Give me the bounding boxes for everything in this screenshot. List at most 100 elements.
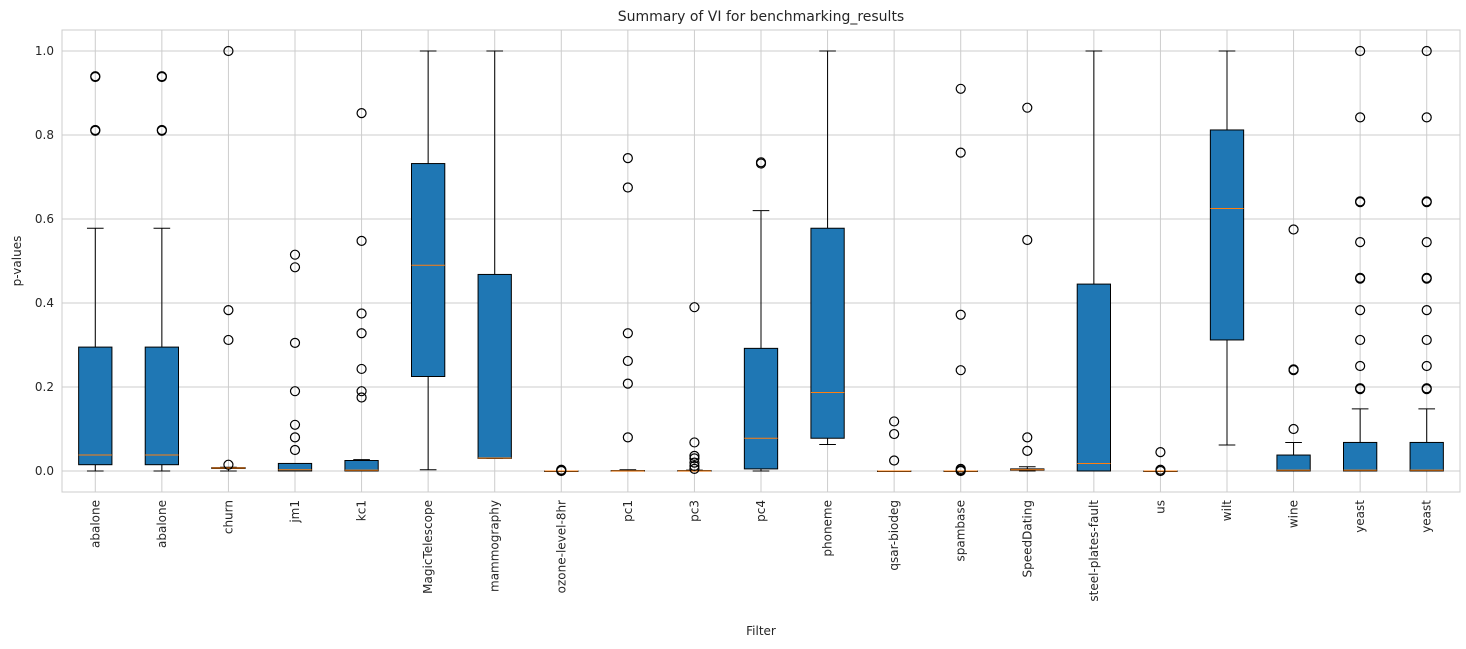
x-tick-label: ozone-level-8hr: [554, 500, 568, 593]
outlier-point: [1355, 45, 1366, 57]
iqr-box: [1076, 283, 1111, 472]
iqr-box: [743, 347, 779, 470]
iqr-box: [344, 460, 379, 472]
iqr-box: [1409, 441, 1444, 472]
y-tick-label: 0.6: [35, 212, 54, 226]
outlier-point: [689, 457, 700, 468]
iqr-box: [1209, 129, 1245, 341]
outlier-point: [223, 334, 234, 346]
outlier-point: [1421, 272, 1432, 283]
outlier-point: [289, 386, 301, 397]
outlier-point: [622, 355, 633, 367]
x-tick-label: spambase: [954, 500, 968, 562]
outlier-point: [1421, 45, 1432, 57]
outlier-point: [1421, 360, 1432, 372]
outlier-point: [689, 453, 700, 464]
outlier-point: [689, 463, 700, 474]
outlier-point: [1022, 234, 1033, 246]
box-group: [1343, 45, 1378, 472]
y-tick-labels: 0.0 0.2 0.4 0.6 0.8 1.0: [35, 44, 54, 478]
outlier-point: [1022, 445, 1033, 456]
box-group: [78, 71, 113, 472]
outlier-point: [1355, 237, 1366, 248]
x-tick-label: kc1: [355, 500, 369, 521]
x-tick-label: pc4: [754, 500, 768, 522]
outlier-point: [156, 71, 167, 82]
outlier-point: [156, 124, 167, 136]
outlier-point: [1022, 102, 1033, 113]
outlier-point: [689, 302, 700, 313]
outlier-point: [356, 308, 367, 319]
x-tick-label: MagicTelescope: [421, 500, 435, 594]
box-group: [1276, 224, 1311, 472]
outlier-point: [556, 464, 567, 475]
outlier-point: [955, 463, 966, 474]
outlier-point: [889, 455, 900, 466]
outlier-point: [889, 416, 900, 427]
box-group: [277, 249, 313, 472]
box-group: [1209, 50, 1245, 446]
outlier-point: [689, 460, 700, 472]
x-tick-label: jm1: [288, 500, 302, 524]
y-tick-label: 0.8: [35, 128, 54, 142]
outlier-point: [1022, 432, 1033, 443]
outlier-point: [289, 432, 301, 443]
x-tick-label: pc3: [687, 500, 701, 522]
outlier-point: [289, 337, 301, 348]
box-group: [943, 83, 978, 477]
iqr-box: [1343, 441, 1378, 472]
outlier-point: [1421, 196, 1432, 207]
outlier-point: [1155, 447, 1166, 458]
x-tick-label: pc1: [621, 500, 635, 522]
chart-title: Summary of VI for benchmarking_results: [618, 9, 904, 25]
x-tick-label: churn: [221, 500, 235, 534]
outlier-point: [1288, 364, 1299, 375]
y-tick-label: 0.0: [35, 464, 54, 478]
iqr-box: [78, 346, 113, 466]
outlier-point: [1355, 112, 1366, 123]
box-group: [877, 416, 912, 472]
x-tick-label: wilt: [1220, 500, 1234, 521]
outlier-point: [622, 182, 633, 193]
x-tick-label: abalone: [88, 500, 102, 548]
outlier-point: [1355, 305, 1366, 316]
y-tick-label: 0.2: [35, 380, 54, 394]
outlier-point: [1421, 334, 1432, 346]
outlier-point: [223, 305, 234, 316]
outlier-point: [955, 83, 966, 94]
outlier-point: [955, 309, 966, 320]
outlier-point: [1355, 383, 1366, 394]
iqr-box: [810, 227, 845, 439]
outlier-point: [1355, 196, 1366, 207]
outlier-point: [223, 459, 234, 470]
x-axis-label: Filter: [746, 624, 776, 638]
outlier-point: [1355, 334, 1366, 346]
x-tick-label: qsar-biodeg: [887, 500, 901, 571]
box-group: [144, 71, 179, 472]
outlier-point: [1421, 305, 1432, 316]
box-group: [344, 108, 379, 472]
box-group: [1010, 102, 1045, 472]
x-tick-label: phoneme: [821, 500, 835, 557]
x-tick-label: mammography: [488, 500, 502, 592]
box-group: [477, 50, 512, 459]
box-group: [1143, 447, 1178, 477]
x-tick-label: yeast: [1353, 500, 1367, 533]
outlier-point: [1421, 383, 1432, 394]
outlier-point: [1155, 464, 1166, 475]
outlier-point: [356, 386, 367, 397]
outlier-point: [90, 124, 101, 136]
iqr-box: [144, 346, 179, 466]
x-tick-label: wine: [1287, 500, 1301, 528]
iqr-box: [477, 273, 512, 459]
box-group: [743, 157, 779, 472]
outlier-point: [622, 328, 633, 339]
outlier-point: [356, 392, 367, 403]
outlier-point: [689, 437, 700, 448]
outlier-point: [1421, 237, 1432, 248]
outlier-point: [289, 444, 301, 456]
outlier-point: [955, 365, 966, 376]
outlier-point: [1288, 423, 1299, 435]
outlier-point: [622, 378, 633, 389]
